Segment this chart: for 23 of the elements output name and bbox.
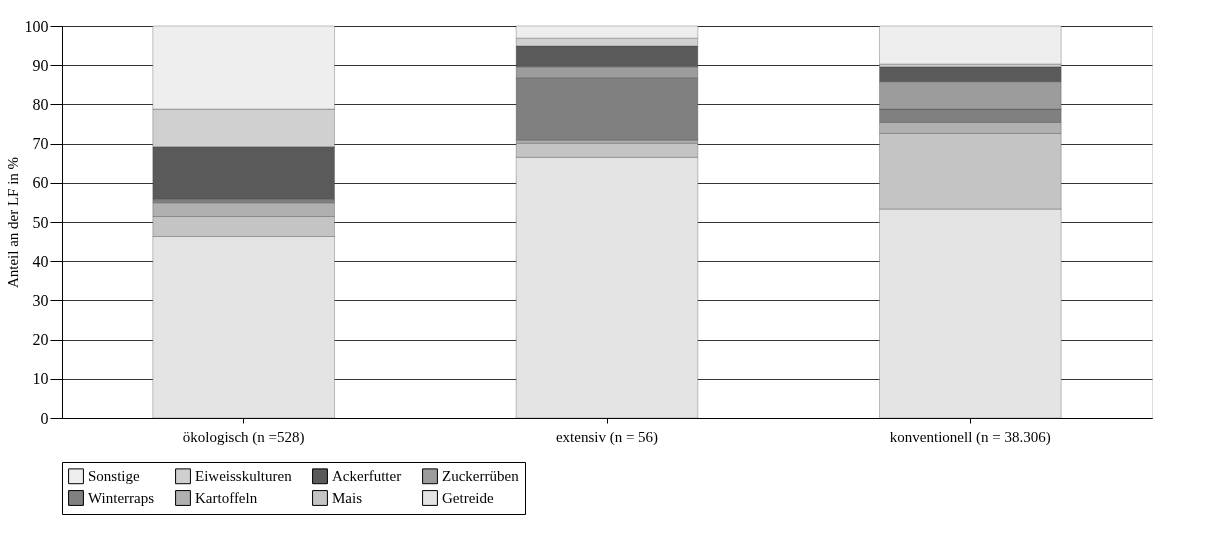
legend-label: Mais bbox=[332, 490, 363, 506]
x-tick-label: ökologisch (n =528) bbox=[182, 428, 305, 446]
legend-label: Kartoffeln bbox=[195, 490, 258, 506]
y-tick-label: 10 bbox=[32, 370, 49, 388]
legend-label: Winterraps bbox=[88, 490, 155, 506]
y-tick-label: 20 bbox=[32, 331, 49, 349]
y-tick-label: 80 bbox=[32, 95, 49, 113]
y-tick-label: 40 bbox=[32, 252, 49, 270]
legend-label: Zuckerrüben bbox=[442, 468, 520, 485]
legend-label: Eiweisskulturen bbox=[195, 468, 293, 485]
legend-label: Getreide bbox=[442, 490, 494, 506]
y-tick-label: 50 bbox=[32, 213, 49, 231]
legend-label: Ackerfutter bbox=[332, 468, 402, 485]
y-tick-label: 70 bbox=[32, 135, 49, 153]
legend-label: Sonstige bbox=[88, 468, 141, 485]
y-tick-label: 100 bbox=[24, 17, 49, 35]
y-tick-label: 30 bbox=[32, 291, 49, 309]
y-tick-label: 60 bbox=[32, 174, 49, 192]
y-tick-label: 90 bbox=[32, 56, 49, 74]
x-tick-label: konventionell (n = 38.306) bbox=[889, 428, 1051, 446]
x-tick-label: extensiv (n = 56) bbox=[555, 428, 659, 446]
y-axis-title: Anteil an der LF in % bbox=[4, 156, 21, 289]
y-tick-label: 0 bbox=[40, 409, 49, 427]
